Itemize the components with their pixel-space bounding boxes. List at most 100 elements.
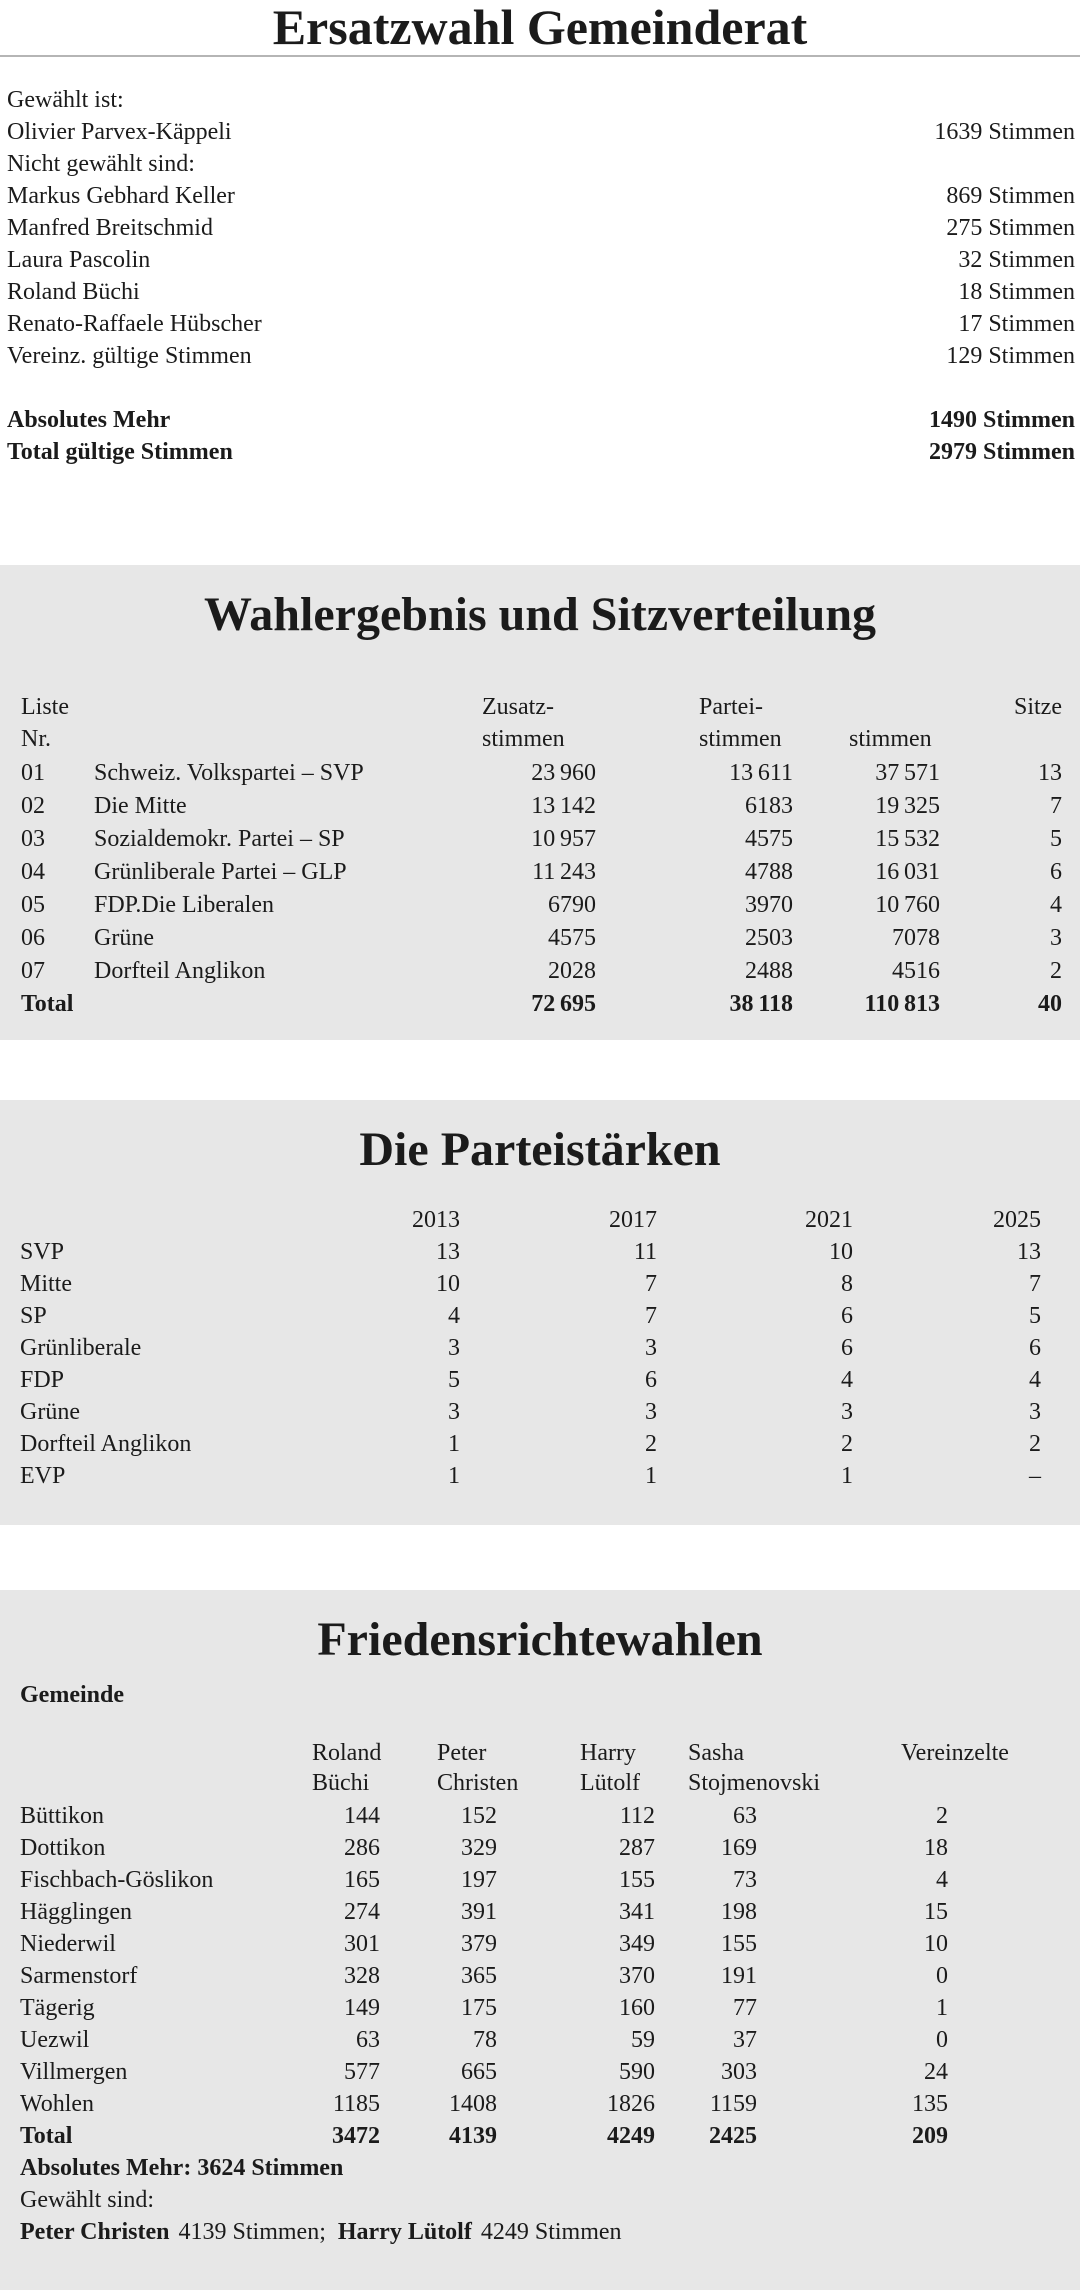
vereinzelte-header: Vereinzelte: [901, 1740, 1009, 1766]
municipality-row: Tägerig 149 175 160 77 1: [0, 1992, 1080, 2024]
stimmen-cell: 19 325: [875, 793, 940, 819]
result-row: Laura Pascolin 32 Stimmen: [7, 244, 1075, 276]
seats-2021-cell: 6: [841, 1303, 853, 1329]
votes-buechi-cell: 274: [344, 1899, 380, 1925]
votes-luetolf-cell: 155: [619, 1867, 655, 1893]
votes-vereinzelte-cell: 209: [912, 2123, 948, 2149]
seats-2021-cell: 10: [829, 1239, 853, 1265]
years-header-row: 2013 2017 2021 2025: [0, 1204, 1080, 1236]
municipality-name-cell: Wohlen: [20, 2091, 95, 2117]
parteistaerken-table: SVP 13 11 10 13 Mitte 10 7 8 7 SP 4: [0, 1236, 1080, 1492]
section-title: Wahlergebnis und Sitzverteilung: [203, 588, 877, 641]
party-row: FDP 5 6 4 4: [0, 1364, 1080, 1396]
votes-luetolf-cell: 4249: [607, 2123, 655, 2149]
candidate-name: Vereinz. gültige Stimmen: [7, 343, 252, 369]
result-row: Vereinz. gültige Stimmen 129 Stimmen: [7, 340, 1075, 372]
elected-line: Peter Christen 4139 Stimmen; Harry Lütolf 4…: [0, 2216, 1080, 2248]
summary-label: Absolutes Mehr: [7, 407, 171, 433]
stimmen-cell: 4516: [892, 958, 940, 984]
votes-christen-cell: 329: [461, 1835, 497, 1861]
seats-2025-cell: –: [1029, 1463, 1041, 1489]
candidate-name: Olivier Parvex-Käppeli: [7, 119, 232, 145]
municipality-name-cell: Fischbach-Göslikon: [20, 1867, 214, 1893]
party-row: Grüne 3 3 3 3: [0, 1396, 1080, 1428]
total-label: Total: [20, 2123, 73, 2149]
zusatzstimmen-cell: 13 142: [531, 793, 596, 819]
votes-buechi-cell: 144: [344, 1803, 380, 1829]
votes-luetolf-cell: 349: [619, 1931, 655, 1957]
votes-stojmenovski-cell: 303: [721, 2059, 757, 2085]
votes-vereinzelte-cell: 0: [936, 1963, 948, 1989]
party-name-cell: SVP: [20, 1239, 65, 1265]
votes-buechi-cell: 149: [344, 1995, 380, 2021]
votes-buechi-cell: 328: [344, 1963, 380, 1989]
sitze-cell: 4: [1050, 892, 1062, 918]
zusatzstimmen-cell: 23 960: [531, 760, 596, 786]
list-number-cell: 07: [21, 958, 45, 984]
list-number-cell: 03: [21, 826, 45, 852]
sitze-cell: 3: [1050, 925, 1062, 951]
votes-christen-cell: 197: [461, 1867, 497, 1893]
party-name-cell: Grüne: [20, 1399, 80, 1425]
candidate-header: Sasha Stojmenovski: [688, 1740, 821, 1796]
parteistimmen-cell: 38 118: [729, 991, 793, 1017]
candidate-name: Markus Gebhard Keller: [7, 183, 235, 209]
seats-2017-cell: 6: [645, 1367, 657, 1393]
parteistimmen-cell: 2488: [745, 958, 793, 984]
votes-vereinzelte-cell: 18: [924, 1835, 948, 1861]
vote-count: 275 Stimmen: [946, 215, 1075, 241]
year-header: 2013: [412, 1207, 460, 1233]
municipality-row: Dottikon 286 329 287 169 18: [0, 1832, 1080, 1864]
votes-stojmenovski-cell: 1159: [709, 2091, 757, 2117]
seats-2021-cell: 1: [841, 1463, 853, 1489]
votes-buechi-cell: 301: [344, 1931, 380, 1957]
votes-christen-cell: 4139: [449, 2123, 497, 2149]
total-row: Total 3472 4139 4249 2425 209: [0, 2120, 1080, 2152]
votes-luetolf-cell: 59: [631, 2027, 655, 2053]
seats-2025-cell: 5: [1029, 1303, 1041, 1329]
candidate-name: Nicht gewählt sind:: [7, 151, 195, 177]
municipality-row: Villmergen 577 665 590 303 24: [0, 2056, 1080, 2088]
party-name-cell: Dorfteil Anglikon: [20, 1431, 192, 1457]
votes-buechi-cell: 63: [356, 2027, 380, 2053]
municipality-row: Hägglingen 274 391 341 198 15: [0, 1896, 1080, 1928]
result-row: Roland Büchi 18 Stimmen: [7, 276, 1075, 308]
parteistimmen-cell: 3970: [745, 892, 793, 918]
zusatzstimmen-cell: 6790: [548, 892, 596, 918]
party-name-cell: Mitte: [20, 1271, 72, 1297]
seats-2021-cell: 3: [841, 1399, 853, 1425]
votes-buechi-cell: 286: [344, 1835, 380, 1861]
table-header: Liste Nr. Zusatz- stimmen Partei- stimme…: [0, 691, 1080, 757]
sitze-cell: 2: [1050, 958, 1062, 984]
vote-count: 129 Stimmen: [946, 343, 1075, 369]
municipality-row: Büttikon 144 152 112 63 2: [0, 1800, 1080, 1832]
party-name-cell: Dorfteil Anglikon: [94, 958, 266, 984]
seats-2025-cell: 7: [1029, 1271, 1041, 1297]
table-row: 06 Grüne 4575 2503 7078 3: [0, 922, 1080, 955]
stimmen-cell: 16 031: [875, 859, 940, 885]
votes-vereinzelte-cell: 1: [936, 1995, 948, 2021]
absolutes-mehr-row: Absolutes Mehr 1490 Stimmen: [7, 404, 1075, 436]
section-friedensrichter: Friedensrichtewahlen Gemeinde Roland Büc…: [0, 1590, 1080, 2290]
votes-christen-cell: 365: [461, 1963, 497, 1989]
votes-christen-cell: 379: [461, 1931, 497, 1957]
municipality-name-cell: Hägglingen: [20, 1899, 132, 1925]
column-header-stimmen: stimmen: [849, 726, 932, 752]
seats-2017-cell: 3: [645, 1335, 657, 1361]
table-row: 01 Schweiz. Volkspartei – SVP 23 960 13 …: [0, 757, 1080, 790]
votes-buechi-cell: 577: [344, 2059, 380, 2085]
seats-2013-cell: 5: [448, 1367, 460, 1393]
party-name-cell: Schweiz. Volkspartei – SVP: [94, 760, 364, 786]
municipality-name-cell: Uezwil: [20, 2027, 90, 2053]
zusatzstimmen-cell: 2028: [548, 958, 596, 984]
municipality-row: Niederwil 301 379 349 155 10: [0, 1928, 1080, 1960]
absolutes-mehr-line: Absolutes Mehr: 3624 Stimmen: [20, 2155, 344, 2181]
seats-2025-cell: 3: [1029, 1399, 1041, 1425]
votes-christen-cell: 175: [461, 1995, 497, 2021]
list-number-cell: 02: [21, 793, 45, 819]
stimmen-cell: 37 571: [875, 760, 940, 786]
zusatzstimmen-cell: 10 957: [531, 826, 596, 852]
sitze-cell: 6: [1050, 859, 1062, 885]
column-header-zusatzstimmen: Zusatz- stimmen: [482, 694, 565, 752]
